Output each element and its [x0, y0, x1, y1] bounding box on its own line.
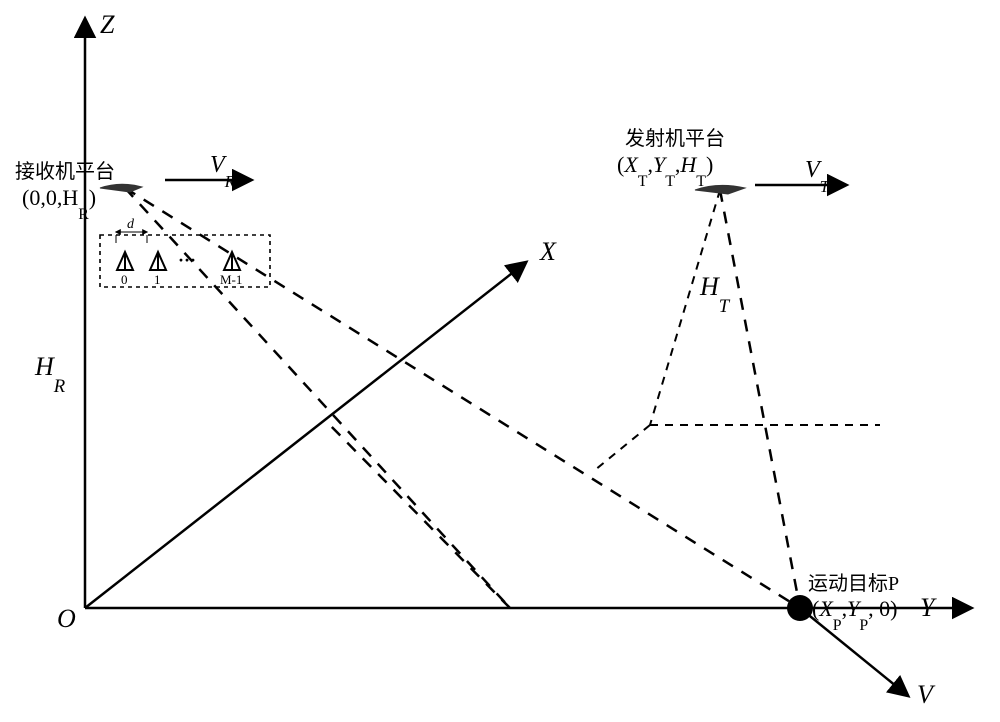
target-vel-arrow — [800, 608, 907, 695]
ht-label: HT — [699, 272, 731, 317]
transmitter-vel-label: VT — [805, 157, 831, 196]
antenna-1-label: 1 — [154, 272, 161, 287]
transmitter-coord: (XT,YT,HT) — [617, 152, 713, 190]
transmitter-title: 发射机平台 — [625, 127, 725, 150]
antenna-1: 1 — [150, 252, 166, 287]
dash-tx-vertical — [650, 190, 720, 425]
d-label: d — [127, 217, 135, 232]
dash-receiver-to-target — [125, 188, 800, 608]
antenna-0-label: 0 — [121, 272, 128, 287]
dash-tx-ground-left — [595, 425, 650, 470]
dash-tx-to-target — [720, 190, 800, 608]
antenna-m1-label: M-1 — [220, 272, 242, 287]
transmitter-platform: 发射机平台 (XT,YT,HT) VT — [617, 127, 845, 196]
x-axis-label: X — [539, 237, 557, 266]
receiver-vel-label: VR — [210, 152, 236, 191]
receiver-title: 接收机平台 — [15, 160, 115, 183]
antenna-array: d 0 1 ··· M-1 — [100, 217, 270, 287]
moving-target: 运动目标P (XP,YP, 0) V — [787, 572, 936, 709]
origin-label: O — [57, 604, 76, 633]
coordinate-diagram: Z Y X O HR HT 接收机平台 (0,0,HR) VR — [0, 0, 1000, 722]
target-title: 运动目标P — [808, 572, 899, 595]
antenna-0: 0 — [117, 252, 133, 287]
antenna-m1: M-1 — [220, 252, 242, 287]
antenna-dots: ··· — [178, 250, 196, 270]
z-axis-label: Z — [100, 10, 115, 39]
receiver-platform: 接收机平台 (0,0,HR) VR — [15, 152, 250, 223]
hr-label: HR — [34, 352, 66, 397]
dash-ground-to-xaxis — [325, 420, 510, 608]
target-vel-label: V — [917, 680, 936, 709]
y-axis-label: Y — [920, 593, 937, 622]
